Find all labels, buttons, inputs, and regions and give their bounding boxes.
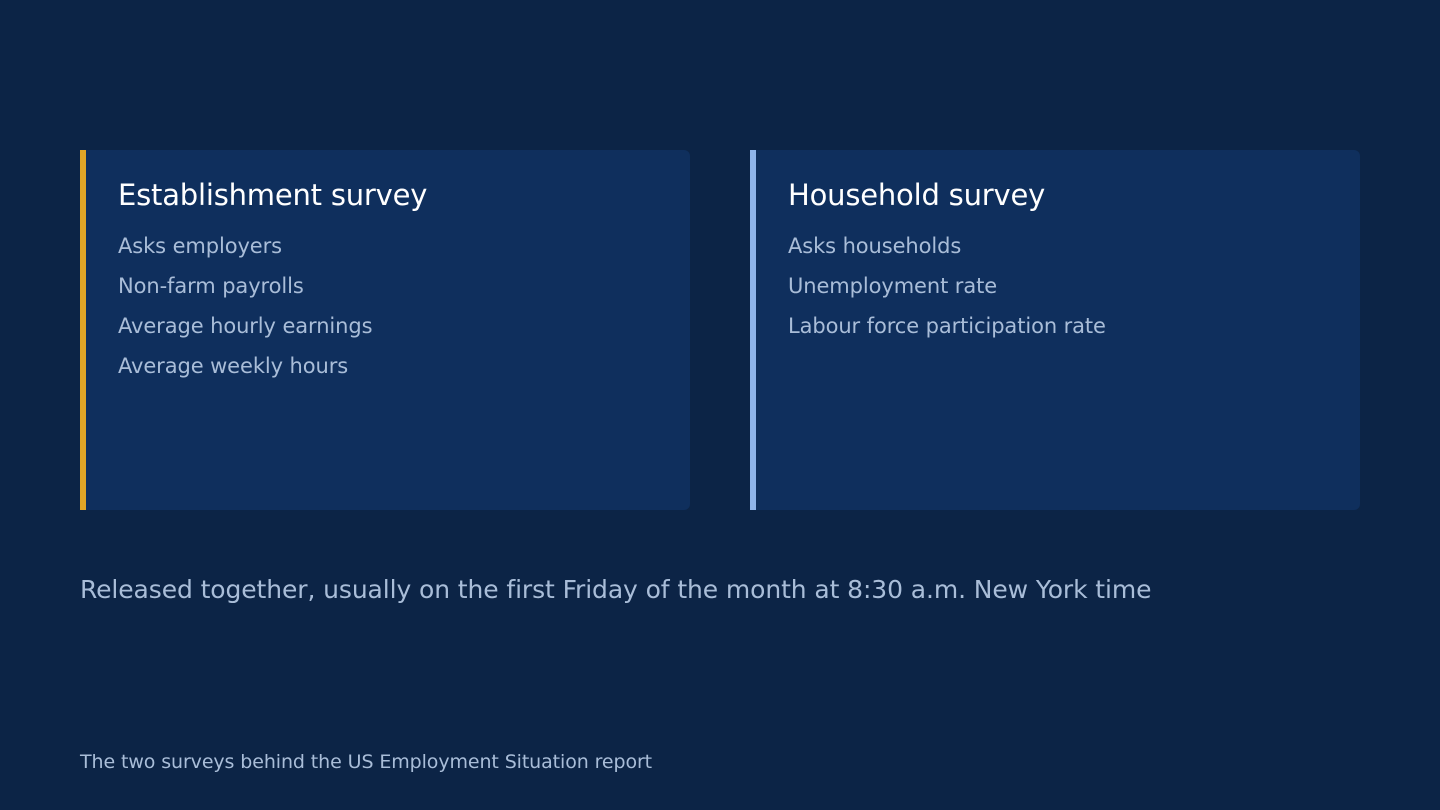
list-item: Average hourly earnings: [118, 314, 373, 338]
release-note: Released together, usually on the first …: [80, 575, 1152, 604]
list-item: Labour force participation rate: [788, 314, 1106, 338]
list-item: Asks households: [788, 234, 962, 258]
household-survey-card: Household survey Asks households Unemplo…: [750, 150, 1360, 510]
list-item: Unemployment rate: [788, 274, 998, 298]
list-item: Asks employers: [118, 234, 282, 258]
card-title: Establishment survey: [118, 178, 428, 212]
list-item: Average weekly hours: [118, 354, 349, 378]
card-title: Household survey: [788, 178, 1046, 212]
establishment-survey-card: Establishment survey Asks employers Non-…: [80, 150, 690, 510]
card-list: Asks households Unemployment rate Labour…: [788, 226, 1360, 346]
caption: The two surveys behind the US Employment…: [80, 751, 653, 773]
list-item: Non-farm payrolls: [118, 274, 304, 298]
card-list: Asks employers Non-farm payrolls Average…: [118, 226, 690, 386]
